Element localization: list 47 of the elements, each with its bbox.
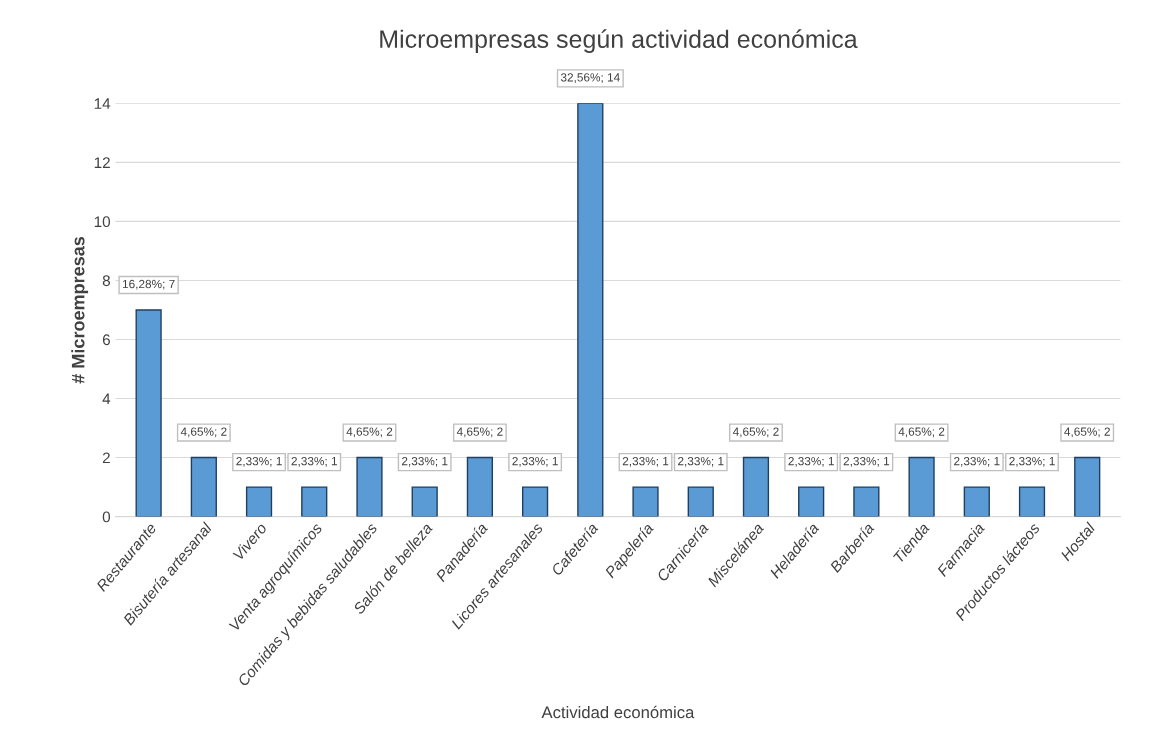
bar [963,486,990,517]
data-label: 2,33%; 1 [236,456,282,467]
bar [190,456,217,517]
data-label: 4,65%; 2 [456,427,503,438]
data-label: 2,33%; 1 [401,456,448,467]
bar [521,486,549,517]
bar [798,486,825,517]
bar [135,309,162,517]
data-label: 2,33%; 1 [1009,456,1055,467]
bar [632,486,659,517]
y-tick-label: 4 [102,393,111,405]
data-label: 2,33%; 1 [788,456,834,467]
data-label: 2,33%; 1 [954,456,1000,467]
y-tick-label: 0 [102,511,111,523]
data-label: 32,56%; 14 [560,73,620,83]
data-label: 4,65%; 2 [898,427,945,438]
y-tick-label: 8 [102,275,110,287]
y-tick-label: 2 [102,452,110,464]
bar [908,456,935,517]
data-label: 4,65%; 2 [180,427,227,438]
bar [1018,486,1046,517]
bar [245,486,273,517]
bar [411,486,438,517]
data-label: 2,33%; 1 [291,456,337,467]
data-label: 2,33%; 1 [622,456,669,467]
data-label: 16,28%; 7 [122,279,175,290]
y-tick-label: 10 [94,216,111,228]
y-tick-label: 6 [102,334,110,346]
y-tick-label: 14 [94,98,111,109]
bar [687,486,714,517]
data-label: 4,65%; 2 [732,427,779,438]
bar [1074,456,1101,517]
data-label: 2,33%; 1 [512,456,558,467]
x-axis-title: Actividad económica [541,705,695,719]
y-tick-label: 12 [94,157,110,168]
data-label: 2,33%; 1 [678,456,724,467]
y-axis-title: # Microempresas [71,236,89,384]
bar [356,456,383,517]
chart-title: Microempresas según actividad económica [380,29,858,53]
bar [742,456,770,517]
bar [853,486,880,517]
bar [577,103,604,517]
bar [466,456,494,517]
bar [301,486,328,517]
data-label: 2,33%; 1 [843,456,890,467]
data-label: 4,65%; 2 [346,427,393,438]
data-label: 4,65%; 2 [1064,427,1110,438]
